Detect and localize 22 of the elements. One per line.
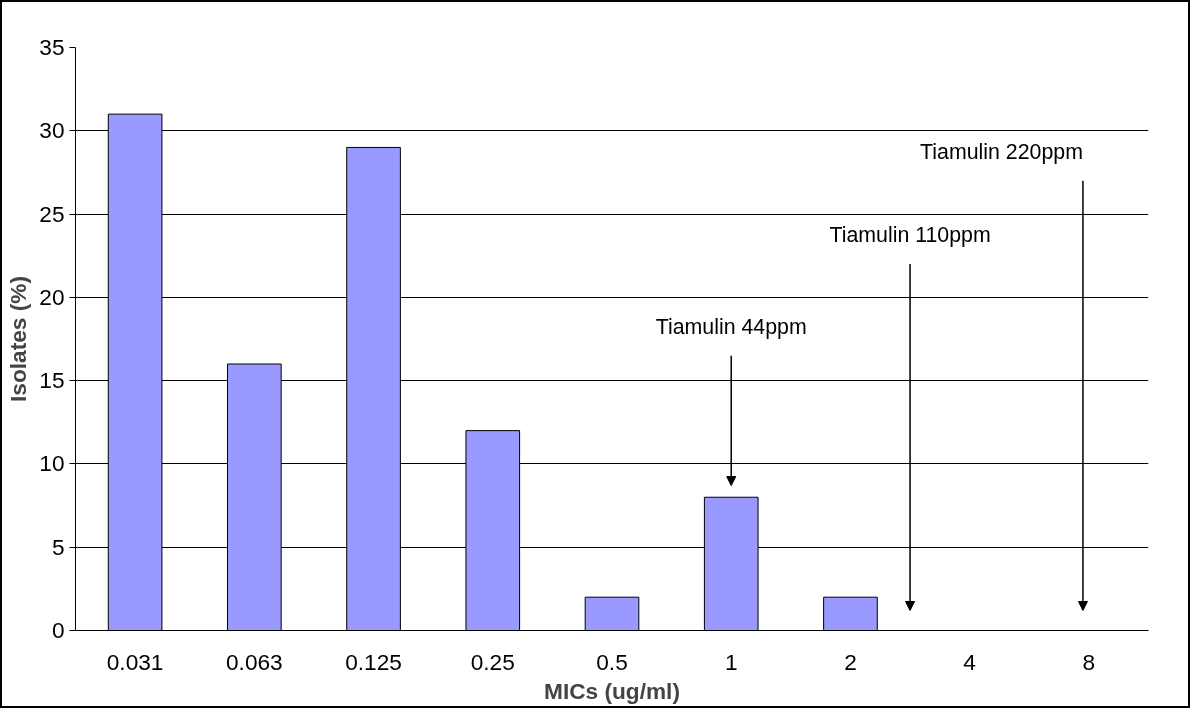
x-tick-label: 4	[963, 648, 976, 675]
x-tick-label: 8	[1082, 648, 1096, 675]
x-tick-label: 0.031	[106, 648, 164, 675]
x-tick-label: 1	[724, 648, 738, 675]
x-tick-label: 0.5	[596, 648, 628, 675]
y-tick-label: 20	[39, 283, 65, 310]
y-tick-label: 15	[39, 367, 65, 394]
y-tick-label: 35	[39, 34, 65, 60]
y-axis-title: Isolates (%)	[5, 276, 32, 402]
x-tick-label: 0.063	[225, 648, 283, 675]
y-tick-label: 30	[39, 117, 65, 144]
y-tick-label: 25	[39, 200, 65, 227]
x-axis-title: MICs (ug/ml)	[544, 677, 680, 704]
x-tick-label: 0.25	[470, 648, 515, 675]
annotation: Tiamulin 44ppm	[655, 315, 807, 339]
y-tick-label: 10	[39, 450, 65, 477]
x-tick-label: 0.125	[345, 648, 402, 675]
y-tick-label: 5	[51, 533, 65, 560]
x-tick-label: 2	[844, 648, 857, 675]
annotation: Tiamulin 110ppm	[829, 223, 991, 248]
annotation: Tiamulin 220ppm	[920, 140, 1083, 165]
y-tick-label: 0	[51, 617, 65, 643]
